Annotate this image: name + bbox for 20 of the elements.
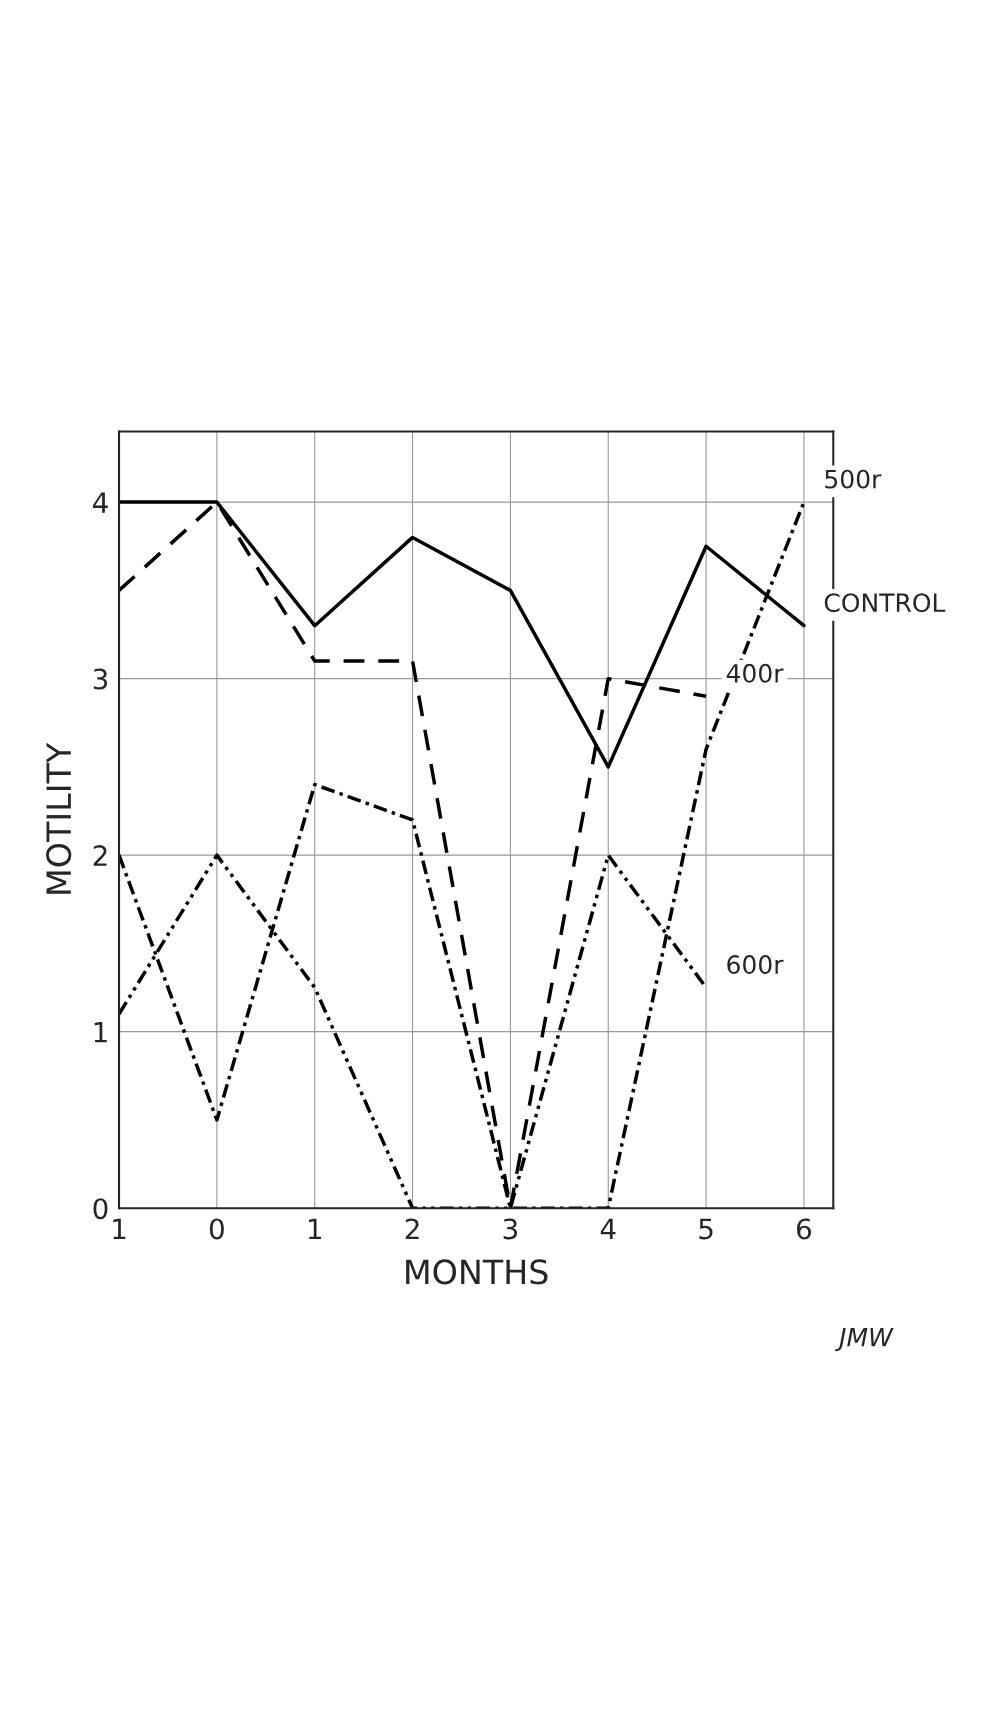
y-tick-label: 2 [93, 845, 107, 866]
series-label: CONTROL [824, 593, 946, 613]
x-tick-label: 6 [797, 1218, 812, 1240]
y-tick-label: 1 [94, 1021, 107, 1043]
x-tick-label: 4 [600, 1218, 616, 1240]
y-tick-label: 4 [93, 492, 108, 513]
y-axis-title: MOTILITY [46, 742, 72, 894]
x-axis-title: MONTHS [406, 1259, 548, 1285]
series-label: 600r [727, 955, 784, 975]
text: JMW [835, 1328, 894, 1352]
y-tick-label: 0 [93, 1198, 108, 1220]
x-tick-label: 1 [113, 1218, 126, 1240]
x-tick-label: 3 [503, 1218, 518, 1240]
x-tick-label: 0 [209, 1218, 224, 1240]
x-tick-label: 1 [308, 1218, 321, 1240]
y-tick-label: 3 [93, 668, 108, 690]
series-label: 500r [825, 469, 882, 489]
series-label: 400r [726, 663, 784, 683]
x-tick-label: 5 [699, 1218, 713, 1240]
x-tick-label: 2 [405, 1218, 419, 1240]
